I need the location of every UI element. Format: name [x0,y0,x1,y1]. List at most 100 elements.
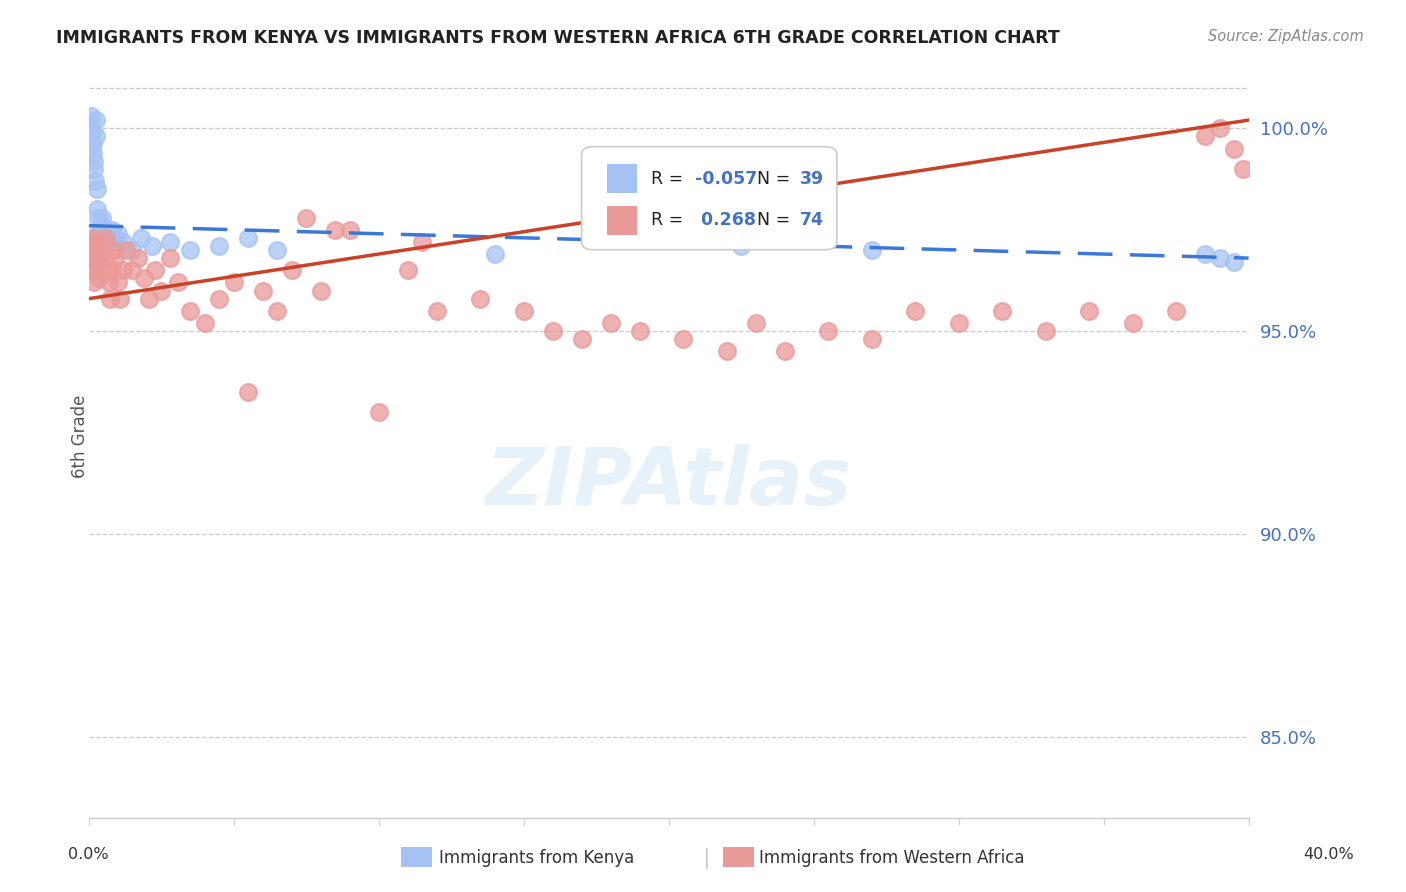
Point [512,304,534,318]
Point [1223,141,1246,155]
Text: N =: N = [747,211,796,229]
Point [411,235,433,249]
Point [82,145,104,160]
Point [426,304,449,318]
Point [817,324,839,338]
Point [107,276,129,290]
Point [82,137,104,152]
Point [121,263,143,277]
Point [94,231,117,245]
Point [84,263,107,277]
Point [83,276,105,290]
Point [93,251,115,265]
Text: ZIPAtlas: ZIPAtlas [485,443,852,522]
Point [91,243,114,257]
Point [159,251,181,265]
Point [82,231,104,245]
Point [309,284,332,298]
Point [167,276,190,290]
FancyBboxPatch shape [582,146,837,250]
Point [571,332,593,346]
Text: -0.057: -0.057 [696,170,758,188]
Point [948,316,970,330]
Point [1208,251,1230,265]
Point [90,263,112,277]
Point [150,284,173,298]
Point [86,202,108,217]
Text: IMMIGRANTS FROM KENYA VS IMMIGRANTS FROM WESTERN AFRICA 6TH GRADE CORRELATION CH: IMMIGRANTS FROM KENYA VS IMMIGRANTS FROM… [56,29,1060,46]
Point [107,227,129,241]
Point [860,332,883,346]
Point [90,219,112,233]
Point [730,239,752,253]
Point [80,117,103,131]
Point [991,304,1014,318]
Point [628,324,651,338]
Point [91,231,114,245]
Point [295,211,318,225]
Point [744,316,766,330]
Point [87,271,110,285]
Point [1232,161,1254,176]
Point [86,182,108,196]
Point [93,223,115,237]
Point [159,235,181,249]
Point [236,385,259,400]
Text: Immigrants from Western Africa: Immigrants from Western Africa [759,849,1025,867]
Bar [607,164,637,194]
Point [87,211,110,225]
Point [104,251,127,265]
Point [1194,247,1216,261]
Point [80,251,103,265]
Point [672,332,695,346]
Point [179,304,201,318]
Point [98,292,121,306]
Text: R =: R = [651,211,689,229]
Point [484,247,506,261]
Point [84,129,107,144]
Point [89,235,111,249]
Point [80,109,103,123]
Point [138,292,160,306]
Point [84,243,107,257]
Point [1223,255,1246,269]
Point [236,231,259,245]
Point [143,263,166,277]
Point [860,243,883,257]
Point [94,227,117,241]
Point [112,235,135,249]
Point [121,243,143,257]
Point [89,235,111,249]
Point [208,292,231,306]
Point [1194,129,1216,144]
Point [266,243,288,257]
Point [1164,304,1187,318]
Point [904,304,927,318]
Point [396,263,419,277]
Point [87,251,110,265]
Point [280,263,302,277]
Text: 0.268: 0.268 [696,211,756,229]
Point [716,344,738,359]
Text: 39: 39 [800,170,824,188]
Point [1078,304,1101,318]
Point [84,174,107,188]
Point [97,276,120,290]
Point [100,263,122,277]
Point [87,223,110,237]
Point [83,161,105,176]
Text: 40.0%: 40.0% [1303,847,1354,862]
Point [1035,324,1057,338]
Point [100,223,122,237]
Text: 0.0%: 0.0% [69,847,108,862]
Text: 74: 74 [800,211,824,229]
Point [80,243,103,257]
Point [80,235,103,249]
Point [103,243,125,257]
Point [541,324,564,338]
Point [112,263,135,277]
Point [80,125,103,139]
Point [1122,316,1144,330]
Point [179,243,201,257]
Point [266,304,288,318]
